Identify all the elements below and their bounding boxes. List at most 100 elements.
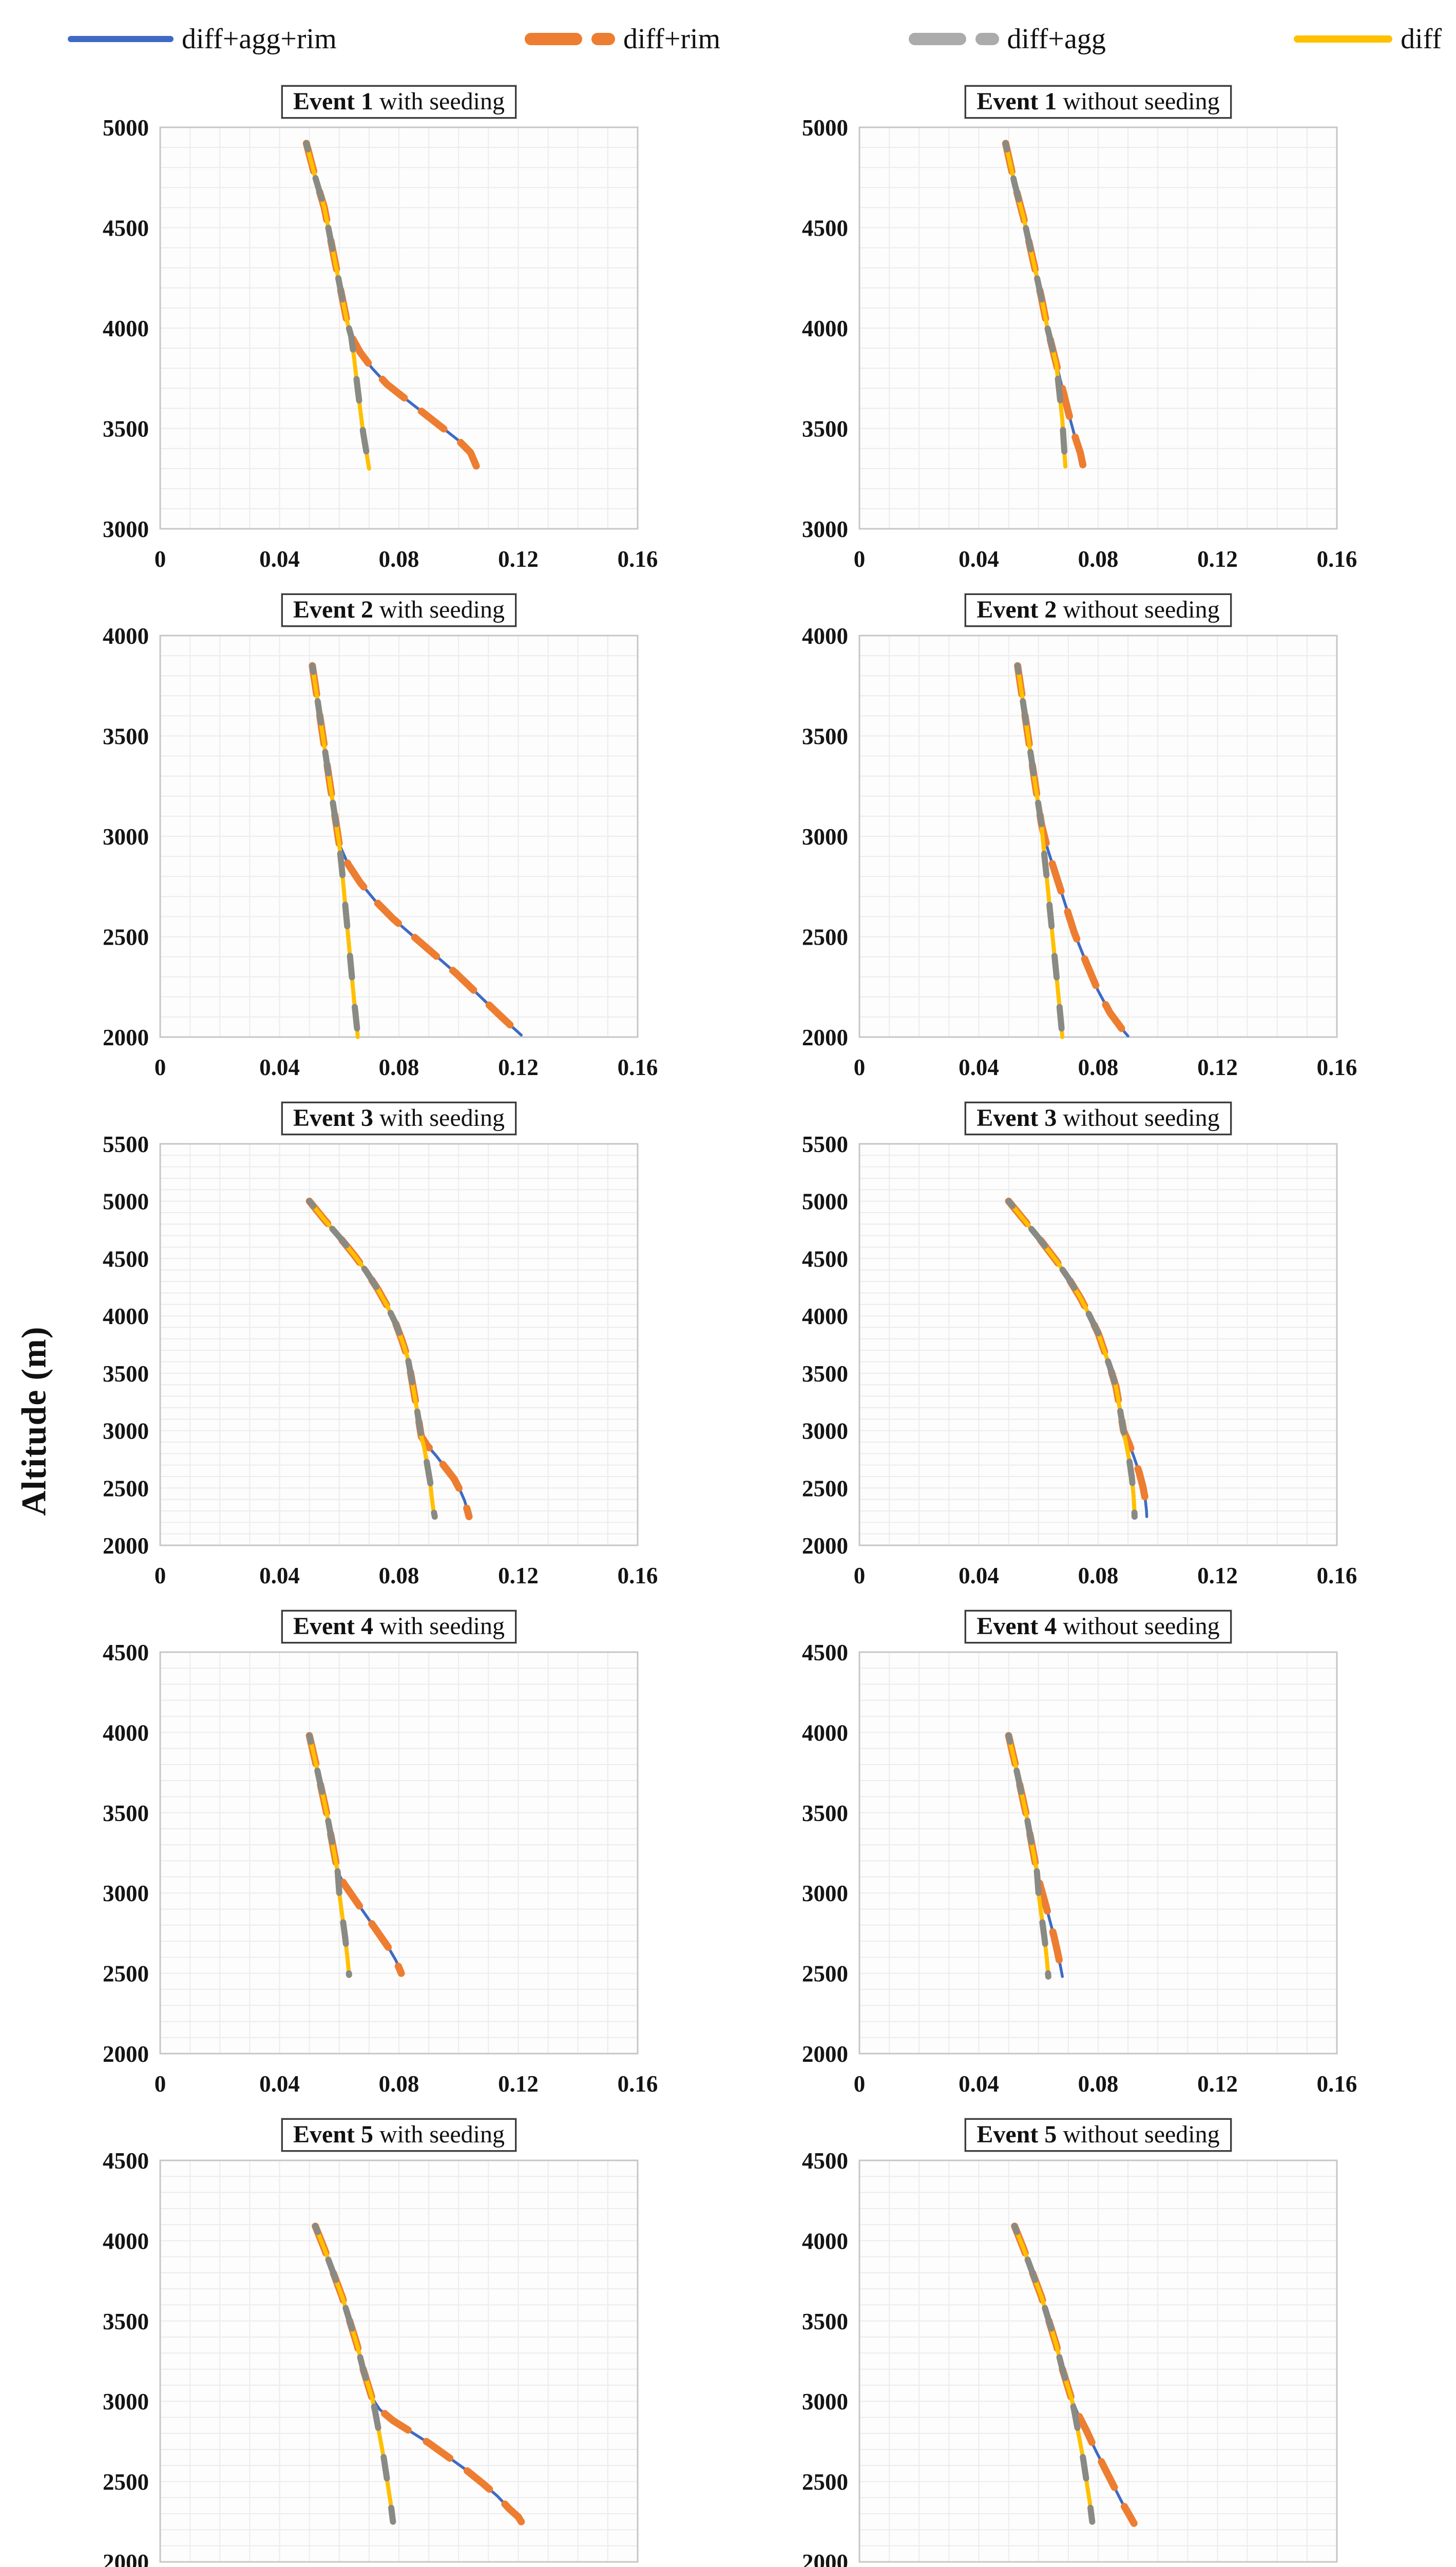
chart-title-event: Event 4: [293, 1613, 374, 1640]
charts-grid: Event 1 with seeding 3000 3500 4000 4500 5000…: [58, 83, 1456, 2567]
chart-title: Event 4 with seeding: [160, 1610, 638, 1644]
x-tick-label: 0.08: [379, 1563, 419, 1588]
y-tick-label: 3000: [103, 516, 149, 542]
chart-title-box: Event 4 with seeding: [281, 1610, 517, 1644]
chart-title-box: Event 3 with seeding: [281, 1101, 517, 1136]
y-tick-label: 2500: [103, 925, 149, 950]
plot-border: [159, 1143, 639, 1546]
x-tick-label: 0.16: [1317, 2071, 1357, 2097]
y-tick-label: 4000: [103, 2228, 149, 2254]
y-tick-label: 4500: [103, 2149, 149, 2174]
series-diff+agg: [303, 140, 372, 472]
y-tick-label: 3500: [802, 416, 848, 442]
chart-title: Event 1 without seeding: [859, 85, 1337, 119]
chart-title-condition: with seeding: [373, 1104, 505, 1132]
x-tick-label: 0: [854, 1055, 866, 1080]
y-tick-label: 2000: [103, 2041, 149, 2067]
x-tick-label: 0.04: [959, 1563, 999, 1588]
x-tick-label: 0.04: [959, 546, 999, 572]
chart-event-2-without-seeding: Event 2 without seeding 2000 2500 3000 3500 4…: [757, 591, 1456, 1100]
chart-title: Event 1 with seeding: [160, 85, 638, 119]
x-tick-label: 0.16: [1317, 546, 1357, 572]
chart-title: Event 3 with seeding: [160, 1101, 638, 1136]
y-tick-label: 4500: [103, 1641, 149, 1665]
chart-plot: 2000 2500 3000 3500 4000 0 0.04 0.08 0.12 0.16: [103, 624, 658, 1080]
y-tick-label: 2000: [802, 2550, 848, 2567]
chart-plot: 2000 2500 3000 3500 4000 4500 5000 5500 0 0.04 0.0…: [802, 1133, 1357, 1588]
y-tick-label: 3000: [103, 1419, 149, 1444]
y-tick-label: 4000: [802, 624, 848, 649]
grid-horizontal: [859, 2160, 1337, 2562]
legend-label: diff+rim: [623, 23, 721, 55]
y-tick-label: 3500: [103, 724, 149, 750]
y-tick-label: 2500: [103, 1961, 149, 1987]
x-tick-label: 0.12: [498, 546, 539, 572]
x-tick-label: 0: [854, 546, 866, 572]
plot-border: [858, 635, 1338, 1038]
chart-title-event: Event 4: [976, 1613, 1057, 1640]
x-tick-label: 0.16: [1317, 1563, 1357, 1588]
y-tick-label: 2000: [103, 1533, 149, 1559]
x-tick-label: 0.08: [1078, 1055, 1119, 1080]
chart-title-box: Event 5 without seeding: [964, 2118, 1232, 2152]
x-tick-label: 0.12: [498, 1563, 539, 1588]
x-tick-label: 0.04: [259, 1563, 300, 1588]
series-diff+agg: [306, 1732, 352, 1978]
chart-title-condition: without seeding: [1057, 1613, 1220, 1640]
legend-swatch-dash-icon: [908, 33, 999, 45]
y-tick-label: 3500: [802, 1361, 848, 1387]
x-tick-label: 0.16: [1317, 1055, 1357, 1080]
x-tick-label: 0.12: [498, 1055, 539, 1080]
chart-title-event: Event 2: [976, 596, 1057, 623]
chart-event-5-without-seeding: Event 5 without seeding 2000 2500 3000 3500 4…: [757, 2116, 1456, 2567]
legend-item-diff: diff: [1294, 25, 1442, 53]
chart-event-3-without-seeding: Event 3 without seeding 2000 2500 3000 3500 4…: [757, 1100, 1456, 1608]
plot-border: [858, 2159, 1338, 2563]
y-tick-label: 3500: [802, 1800, 848, 1826]
chart-event-1-with-seeding: Event 1 with seeding 3000 3500 4000 4500 5000…: [58, 83, 757, 591]
chart-plot: 20002500300035004000450000.040.080.120.1…: [802, 2149, 1338, 2567]
y-tick-label: 3000: [103, 824, 149, 850]
chart-event-3-with-seeding: Event 3 with seeding 2000 2500 3000 3500 4000…: [58, 1100, 757, 1608]
chart-event-2-with-seeding: Event 2 with seeding 2000 2500 3000 3500 4000…: [58, 591, 757, 1100]
chart-title-event: Event 3: [976, 1104, 1057, 1132]
chart-event-4-with-seeding: Event 4 with seeding 2000 2500 3000 3500 4000…: [58, 1608, 757, 2116]
chart-plot: 3000 3500 4000 4500 5000 0 0.04 0.08 0.12 0.16: [103, 116, 658, 572]
chart-title-box: Event 2 without seeding: [964, 593, 1232, 627]
series-diff+rim: [302, 140, 481, 470]
series-diff+agg: [1002, 140, 1069, 470]
series-diff+agg: [306, 1198, 438, 1520]
chart-title-event: Event 1: [976, 88, 1057, 115]
y-tick-label: 3500: [103, 1800, 149, 1826]
x-tick-label: 0: [854, 2071, 866, 2097]
chart-event-1-without-seeding: Event 1 without seeding 3000 3500 4000 4500 5…: [757, 83, 1456, 591]
y-tick-label: 3500: [802, 724, 848, 750]
y-tick-label: 5000: [802, 1189, 848, 1215]
y-tick-label: 2000: [802, 2041, 848, 2067]
chart-title: Event 5 without seeding: [859, 2118, 1337, 2152]
x-tick-label: 0.04: [959, 2071, 999, 2097]
chart-title-condition: without seeding: [1057, 596, 1220, 623]
series-diff+agg: [1005, 1732, 1051, 1980]
legend-item-diff-agg-rim: diff+agg+rim: [68, 25, 337, 53]
x-tick-label: 0.08: [379, 546, 419, 572]
x-tick-label: 0.16: [618, 546, 658, 572]
chart-title-box: Event 3 without seeding: [964, 1101, 1232, 1136]
chart-title: Event 4 without seeding: [859, 1610, 1337, 1644]
y-tick-label: 5000: [802, 116, 848, 141]
y-tick-label: 3000: [802, 2389, 848, 2415]
y-tick-label: 4000: [103, 624, 149, 649]
x-tick-label: 0: [155, 2071, 166, 2097]
x-tick-label: 0: [155, 546, 166, 572]
dash-short-icon: [975, 33, 999, 45]
chart-title-event: Event 2: [293, 596, 374, 623]
x-tick-label: 0.12: [1197, 546, 1238, 572]
chart-title-box: Event 1 without seeding: [964, 85, 1232, 119]
plot-border: [858, 1143, 1338, 1546]
y-tick-label: 4500: [103, 216, 149, 241]
chart-event-4-without-seeding: Event 4 without seeding 2000 2500 3000 3500 4…: [757, 1608, 1456, 2116]
series-diff+agg: [1005, 1198, 1138, 1520]
y-tick-label: 5000: [103, 1189, 149, 1215]
